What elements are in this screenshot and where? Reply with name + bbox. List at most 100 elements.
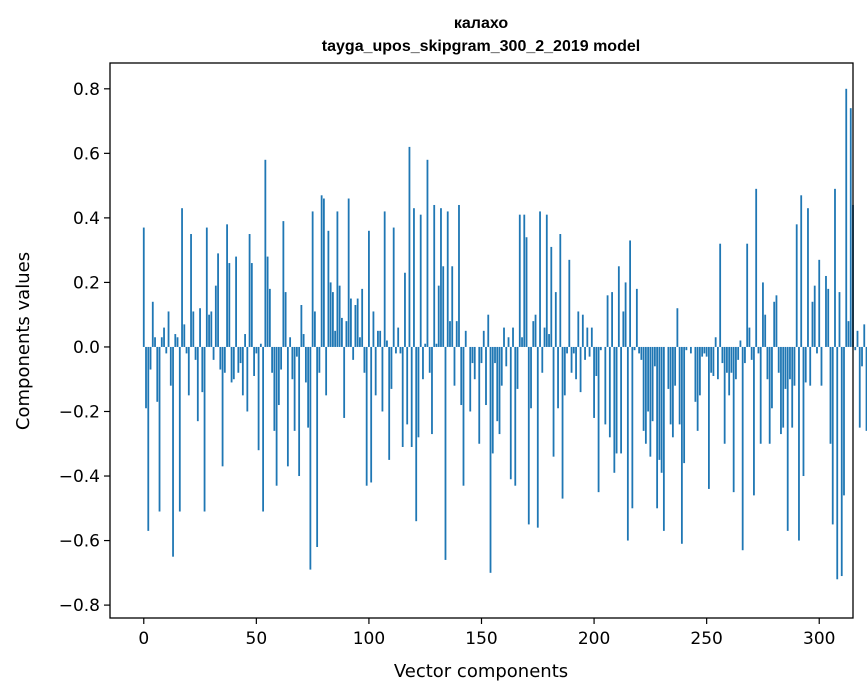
bar-component-218 <box>633 346 636 351</box>
bar-component-135 <box>446 211 449 347</box>
bar-component-286 <box>786 346 789 531</box>
bar-component-91 <box>347 198 350 347</box>
bar-component-174 <box>534 314 537 347</box>
bar-component-274 <box>759 346 762 444</box>
bar-component-57 <box>271 346 274 373</box>
bar-component-14 <box>174 334 177 347</box>
bar-component-194 <box>579 346 582 393</box>
bar-component-113 <box>397 327 400 347</box>
bar-component-18 <box>183 324 186 347</box>
bar-component-288 <box>791 346 794 428</box>
bar-component-290 <box>795 224 798 347</box>
bar-component-12 <box>169 346 172 386</box>
bar-component-138 <box>453 346 456 386</box>
bar-component-7 <box>158 346 161 512</box>
bar-component-199 <box>590 327 593 347</box>
bar-component-115 <box>401 346 404 447</box>
bar-component-73 <box>307 346 310 428</box>
bar-component-41 <box>235 256 237 347</box>
x-tick-label: 300 <box>803 629 835 649</box>
bar-component-187 <box>563 346 566 396</box>
bar-component-96 <box>359 337 361 347</box>
bar-component-192 <box>575 346 577 380</box>
bar-component-17 <box>181 208 183 347</box>
bar-component-275 <box>762 282 764 347</box>
bar-component-2 <box>147 346 150 531</box>
bar-component-59 <box>275 346 278 486</box>
bar-component-291 <box>798 346 800 541</box>
bar-component-51 <box>257 346 260 451</box>
bar-component-72 <box>304 346 307 383</box>
bar-component-215 <box>626 346 629 541</box>
bar-component-310 <box>840 346 843 577</box>
bar-component-250 <box>705 346 708 357</box>
bar-component-27 <box>203 346 206 512</box>
bar-component-240 <box>683 346 686 464</box>
bar-component-9 <box>163 327 165 347</box>
bar-component-209 <box>613 346 616 473</box>
chart-title: калахо <box>454 15 508 32</box>
bar-component-293 <box>802 346 805 477</box>
bar-component-225 <box>649 346 652 457</box>
bar-component-10 <box>165 346 168 354</box>
bar-component-100 <box>368 230 370 347</box>
bar-component-191 <box>572 346 575 354</box>
bar-component-129 <box>433 204 436 347</box>
bar-component-130 <box>435 343 438 347</box>
bar-component-109 <box>388 346 391 460</box>
bar-component-251 <box>708 346 710 489</box>
bar-component-166 <box>516 346 519 389</box>
bar-component-278 <box>768 346 771 444</box>
bar-component-320 <box>863 324 866 347</box>
bar-component-153 <box>487 314 490 347</box>
bar-component-303 <box>825 275 827 347</box>
bar-component-137 <box>451 266 454 347</box>
bar-component-273 <box>757 346 760 354</box>
bar-component-319 <box>861 346 863 367</box>
bar-component-23 <box>194 346 197 360</box>
bar-component-236 <box>674 346 677 386</box>
bar-component-55 <box>266 256 269 347</box>
bar-component-74 <box>309 346 312 570</box>
bar-component-62 <box>282 221 285 347</box>
y-tick-label: 0.2 <box>73 273 100 293</box>
bar-component-93 <box>352 346 355 360</box>
bar-component-114 <box>399 346 402 354</box>
y-tick-label: −0.8 <box>59 596 100 616</box>
bar-component-265 <box>739 340 742 347</box>
bar-component-246 <box>696 346 699 431</box>
y-tick-label: −0.4 <box>59 467 100 487</box>
bar-component-203 <box>599 346 602 351</box>
bar-component-190 <box>570 346 573 373</box>
bar-component-44 <box>241 346 244 396</box>
bar-component-124 <box>422 346 424 380</box>
bar-component-158 <box>498 346 501 435</box>
bar-component-3 <box>149 346 152 370</box>
y-tick-label: 0.0 <box>73 338 100 358</box>
bar-component-184 <box>557 346 559 409</box>
bar-component-68 <box>295 346 298 357</box>
bar-component-305 <box>829 346 832 444</box>
bar-component-160 <box>503 327 505 347</box>
bar-component-260 <box>728 346 731 396</box>
bar-component-313 <box>847 321 850 347</box>
bar-component-122 <box>417 346 420 438</box>
bar-component-189 <box>568 259 571 347</box>
bar-component-208 <box>611 292 613 347</box>
bar-component-53 <box>262 346 264 512</box>
bar-component-50 <box>255 346 258 354</box>
bar-component-61 <box>280 346 283 370</box>
bar-component-24 <box>196 346 199 422</box>
bar-component-245 <box>694 346 697 402</box>
bar-component-201 <box>595 346 598 376</box>
bar-component-268 <box>746 243 749 347</box>
x-axis-ticks: 0 50 100 150 200 250 300 <box>138 618 835 649</box>
bar-component-311 <box>843 346 845 496</box>
bar-component-308 <box>836 346 839 580</box>
bar-component-317 <box>856 330 859 347</box>
bar-component-285 <box>784 346 787 389</box>
bar-component-157 <box>496 346 499 422</box>
bar-component-13 <box>172 346 174 557</box>
bar-component-97 <box>361 288 364 347</box>
bar-component-164 <box>512 327 514 347</box>
